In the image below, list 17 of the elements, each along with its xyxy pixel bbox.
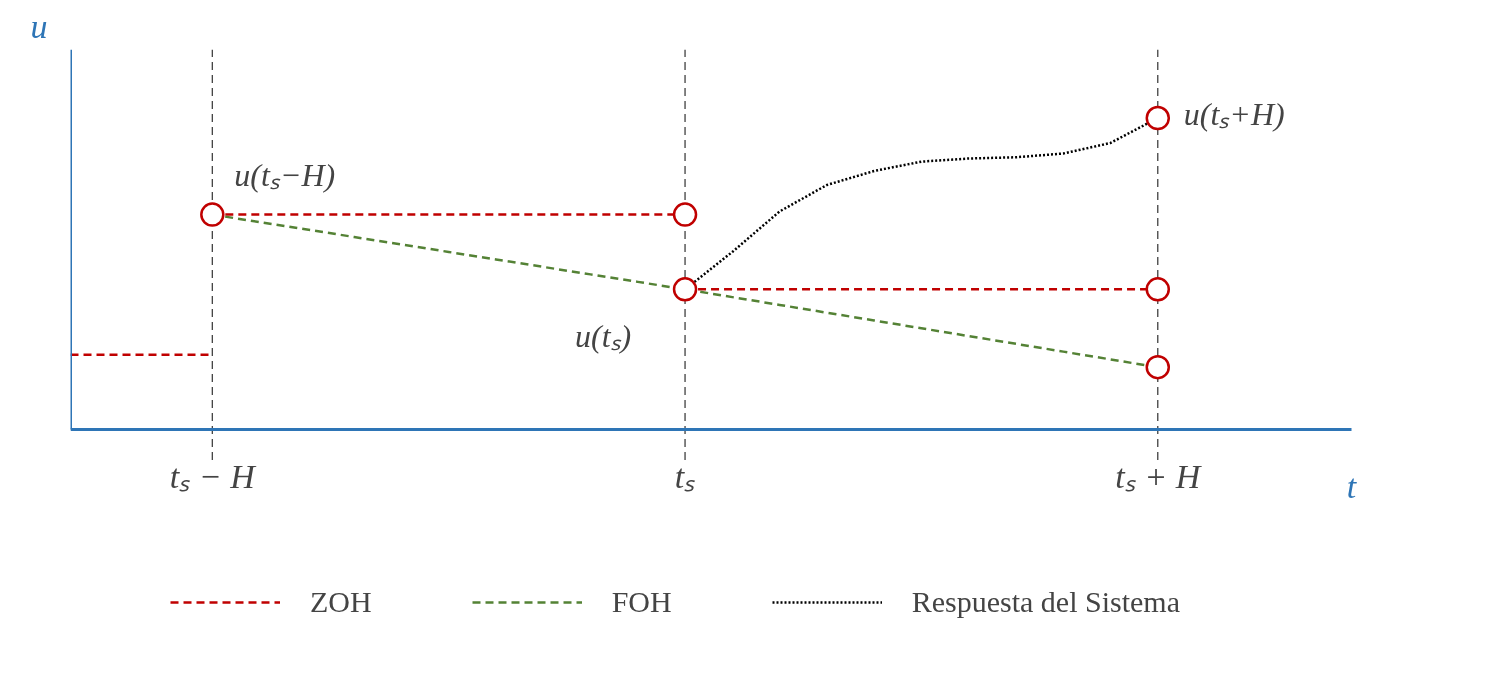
y-axis-title: u: [30, 7, 48, 45]
x-axis-title: t: [1346, 467, 1358, 505]
legend-label: FOH: [611, 585, 672, 619]
point: [672, 202, 698, 227]
annotation: u(tₛ): [575, 318, 632, 355]
legend-label: ZOH: [310, 585, 372, 619]
point: [672, 277, 698, 302]
x-tick-label: tₛ + H: [1115, 457, 1203, 495]
point: [1145, 354, 1171, 380]
point: [1145, 105, 1171, 131]
x-tick-label: tₛ − H: [169, 457, 258, 495]
point: [200, 202, 225, 227]
x-tick-label: tₛ: [674, 457, 697, 495]
annotation: u(tₛ−H): [234, 156, 336, 193]
legend-label: Respuesta del Sistema: [911, 585, 1180, 619]
point: [1145, 277, 1171, 302]
annotation: u(tₛ+H): [1183, 96, 1285, 133]
